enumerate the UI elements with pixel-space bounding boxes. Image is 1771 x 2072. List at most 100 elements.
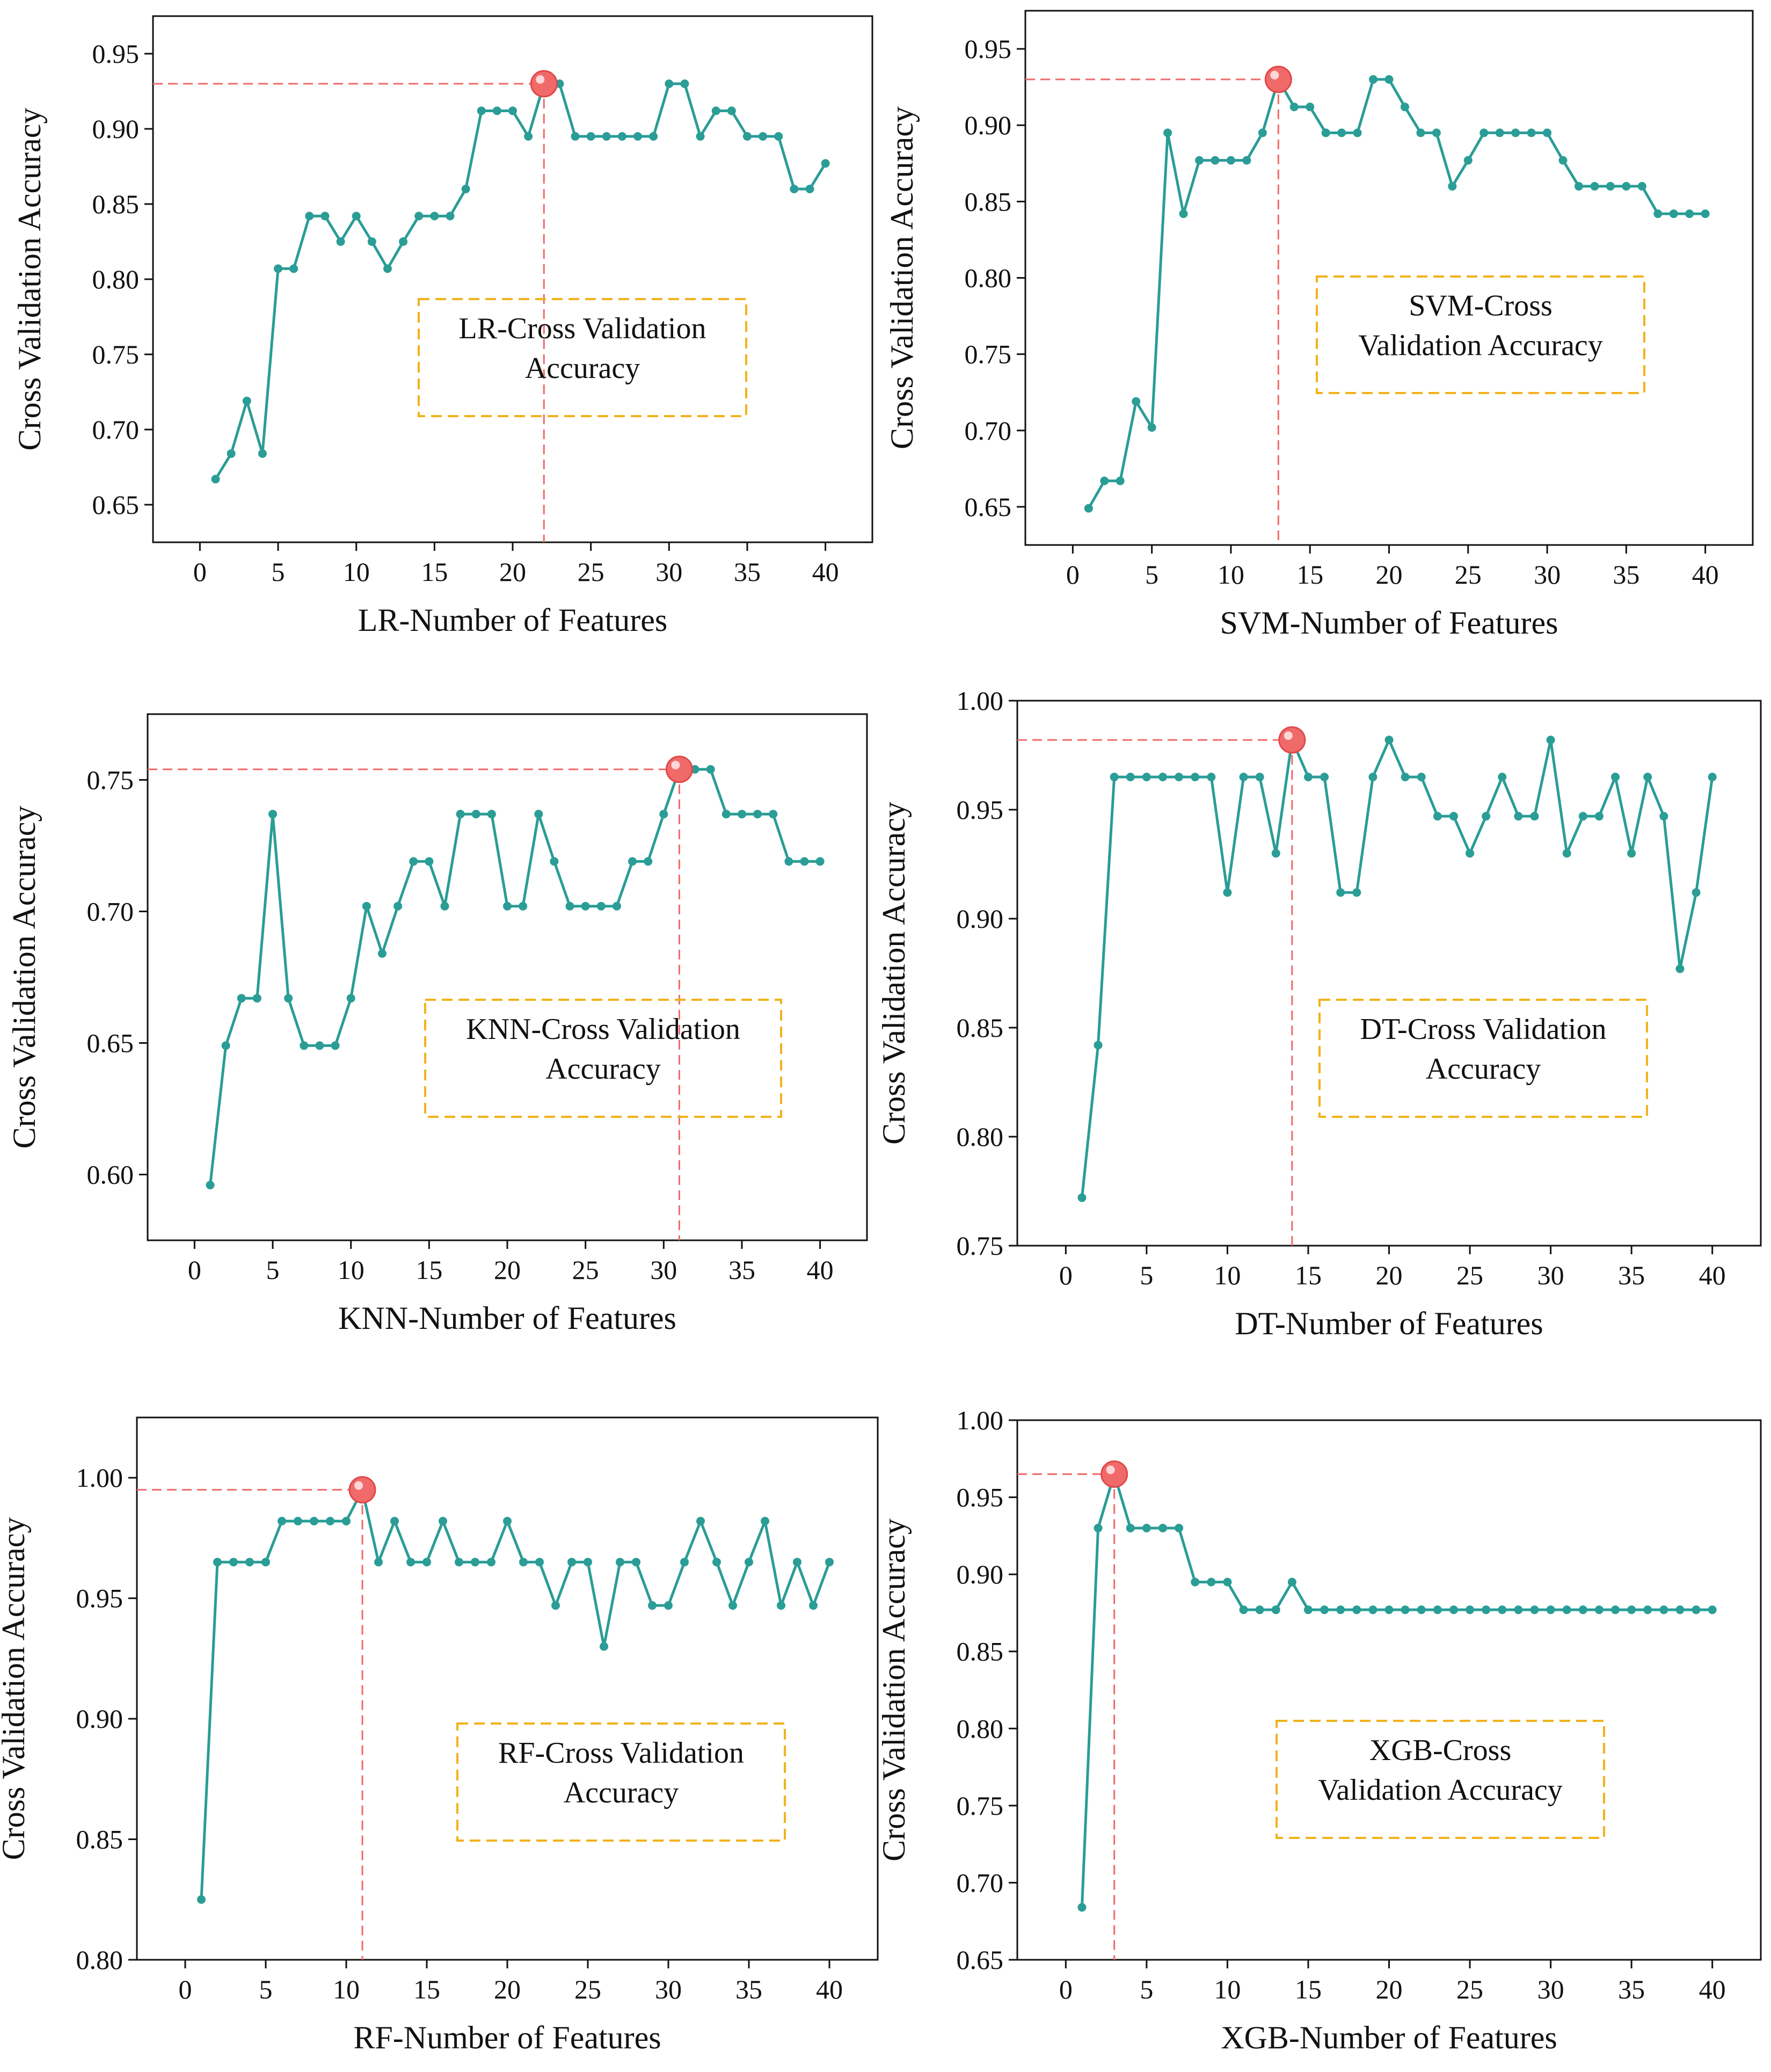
data-point [1495,128,1504,137]
data-point [1100,476,1109,485]
data-point [1466,849,1475,858]
data-point [492,106,501,115]
data-point [696,1517,705,1526]
y-tick-label: 1.00 [957,686,1004,716]
x-tick-label: 0 [1059,1260,1073,1290]
data-point [1336,1605,1345,1615]
data-point [586,132,595,141]
y-tick-label: 0.90 [92,114,140,144]
y-axis-label: Cross Validation Accuracy [884,106,920,449]
data-point [1482,1605,1491,1615]
data-point [793,1558,801,1567]
data-point [774,132,783,141]
data-point [1692,1605,1701,1615]
data-point [519,901,528,911]
x-tick-label: 0 [1059,1974,1073,2004]
data-point [769,810,778,819]
data-point [737,810,746,819]
data-point [1637,181,1646,191]
x-tick-label: 5 [1140,1260,1153,1290]
x-tick-label: 0 [193,557,207,587]
y-tick-label: 0.75 [957,1231,1004,1261]
data-point [229,1558,238,1567]
data-point [352,212,361,221]
data-point [242,396,251,405]
data-point [728,1601,737,1610]
data-point [1303,1605,1313,1615]
data-point [1191,773,1200,782]
data-point [1352,1605,1361,1615]
series-line [209,768,820,1186]
data-point [1094,1041,1103,1050]
highlight-point [665,755,693,783]
data-point [1207,1577,1216,1587]
annotation-text: DT-Cross Validation [1360,1013,1607,1046]
data-point [300,1041,309,1050]
x-axis-label: XGB-Number of Features [1221,2020,1557,2055]
x-tick-label: 20 [499,557,526,587]
data-point [390,1517,399,1526]
x-axis-label: RF-Number of Features [353,2020,661,2055]
data-point [1708,1605,1717,1615]
y-tick-label: 0.75 [92,339,140,369]
data-point [1337,128,1346,137]
data-point [1466,1605,1475,1615]
data-point [227,449,236,458]
data-point [399,237,408,246]
annotation-text: RF-Cross Validation [498,1736,744,1770]
x-axis-label: LR-Number of Features [358,602,668,638]
data-point [406,1558,415,1567]
data-point [477,106,486,115]
data-point [1195,156,1204,165]
y-tick-label: 0.75 [965,339,1012,369]
x-tick-label: 20 [494,1974,521,2004]
data-point [430,212,439,221]
data-point [346,994,355,1003]
annotation-box [418,298,747,417]
data-point [1701,209,1710,219]
series-line [200,1488,831,1900]
data-point [1574,181,1583,191]
data-point [1627,849,1636,858]
data-point [632,1558,640,1567]
data-point [1482,812,1491,821]
y-tick-label: 0.85 [965,186,1012,216]
data-point [1368,1605,1378,1615]
data-point [1546,1605,1555,1615]
data-point [1433,812,1442,821]
x-tick-label: 10 [343,557,370,587]
data-point [633,132,643,141]
y-tick-label: 0.95 [957,795,1004,825]
data-point [777,1601,785,1610]
data-point [1659,1605,1668,1615]
data-point [1132,397,1141,406]
data-point [1594,1605,1604,1615]
x-tick-label: 40 [812,557,839,587]
data-point [815,857,825,866]
data-point [237,994,246,1003]
series-line [214,82,827,480]
x-tick-label: 30 [1537,1260,1564,1290]
x-tick-label: 10 [1214,1260,1241,1290]
plot-frame [147,713,868,1241]
data-point [1433,1605,1442,1615]
annotation-box [456,1722,786,1842]
data-point [1653,209,1663,219]
annotation-text: KNN-Cross Validation [466,1013,740,1046]
x-axis-label: DT-Number of Features [1235,1306,1543,1341]
y-tick-label: 0.65 [957,1945,1004,1975]
x-tick-label: 30 [1534,559,1561,590]
plot-frame [136,1416,879,1961]
annotation-box [1316,275,1645,394]
data-point [1336,888,1345,897]
highlight-point-shine [1270,70,1279,79]
data-point [1417,773,1426,782]
y-tick-label: 0.95 [76,1583,123,1613]
data-point [1303,773,1313,782]
data-point [1223,1577,1232,1587]
x-tick-label: 35 [728,1255,755,1285]
data-point [362,901,371,911]
data-point [305,212,314,221]
data-point [1546,736,1555,745]
y-tick-label: 0.80 [76,1945,123,1975]
